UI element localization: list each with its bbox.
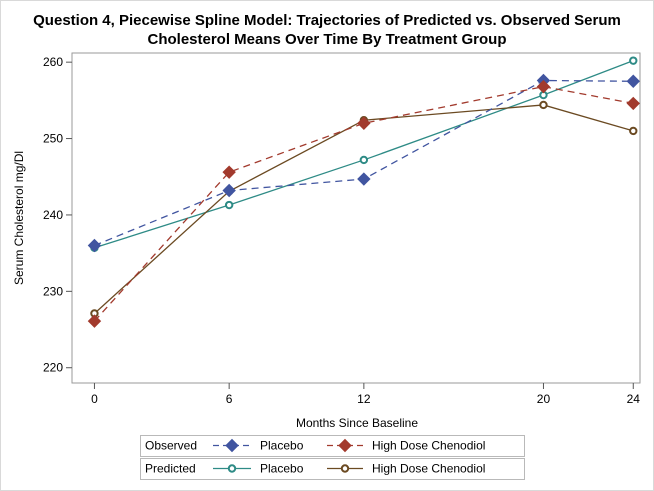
chart-title-line-2: Cholesterol Means Over Time By Treatment… — [147, 31, 507, 48]
legend-layer: Observed Placebo High Dose ChenodiolPredic… — [145, 439, 485, 476]
chart-title: Question 4, Piecewise Spline Model: Traj… — [0, 11, 654, 49]
series-line — [93, 85, 634, 322]
data-point — [87, 314, 102, 328]
legend-marker — [225, 438, 239, 453]
axes: 0 6 12 20 24 220 230 240 250 260 — [43, 55, 640, 406]
y-tick-label: 230 — [43, 284, 63, 298]
x-tick-label: 12 — [357, 392, 371, 406]
data-point — [629, 56, 638, 65]
data-point — [359, 155, 369, 165]
data-point — [357, 172, 371, 186]
legend-item-label: Placebo — [260, 439, 304, 453]
y-tick-label: 250 — [43, 132, 63, 146]
series-layer — [87, 56, 640, 328]
legend-marker — [227, 464, 237, 473]
legend-marker — [340, 464, 350, 473]
series-predicted-placebo — [90, 56, 638, 252]
data-point — [536, 79, 551, 94]
y-tick-label: 240 — [43, 208, 63, 222]
legend-group-label: Observed — [145, 439, 197, 453]
data-point — [626, 74, 640, 88]
legend-item-label: High Dose Chenodiol — [372, 439, 485, 453]
series-observed-high-dose-chenodiol — [87, 79, 640, 328]
legend-row-observed: Observed Placebo High Dose Chenodiol — [145, 439, 485, 453]
x-tick-label: 6 — [226, 392, 233, 406]
plot-area — [71, 52, 641, 384]
legend-group-label: Predicted — [145, 462, 196, 476]
series-line — [94, 60, 634, 249]
data-point — [222, 165, 236, 179]
data-point — [626, 96, 640, 111]
data-point — [222, 183, 236, 198]
data-point — [87, 238, 102, 253]
series-predicted-high-dose-chenodiol — [90, 100, 638, 318]
legend-item-label: Placebo — [260, 462, 304, 476]
legend-marker — [338, 438, 352, 453]
data-point — [357, 116, 371, 130]
y-axis-label: Serum Cholesterol mg/Dl — [12, 151, 26, 285]
y-tick-label: 220 — [43, 361, 63, 375]
x-tick-label: 20 — [537, 392, 551, 406]
x-axis-label: Months Since Baseline — [296, 416, 418, 430]
x-tick-label: 24 — [627, 392, 641, 406]
y-tick-label: 260 — [43, 55, 63, 69]
chart-title-line-1: Question 4, Piecewise Spline Model: Traj… — [33, 12, 621, 29]
data-point — [539, 100, 548, 110]
legend-row-predicted: Predicted Placebo High Dose Chenodiol — [145, 462, 485, 476]
data-point — [629, 126, 638, 136]
legend-item-label: High Dose Chenodiol — [372, 462, 485, 476]
data-point — [224, 200, 234, 210]
x-tick-label: 0 — [91, 392, 98, 406]
series-line — [94, 104, 634, 314]
